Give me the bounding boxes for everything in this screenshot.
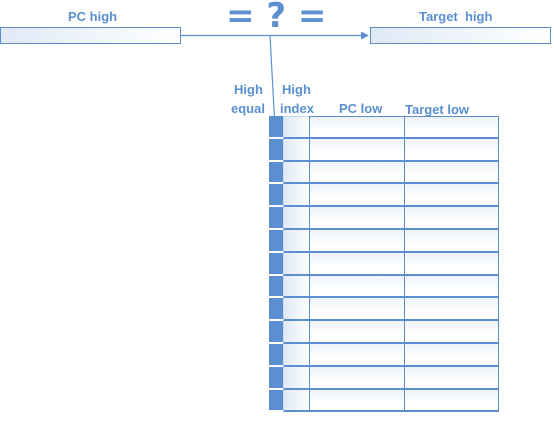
pc-low-cell: [309, 389, 404, 413]
header-high-equal-line2: equal: [231, 101, 265, 116]
table-row: [269, 343, 499, 367]
pc-low-cell: [309, 366, 404, 390]
pc-low-cell: [309, 184, 404, 208]
pc-low-cell: [309, 252, 404, 276]
target-low-cell: [404, 184, 499, 208]
high-equal-cell: [269, 252, 283, 276]
high-equal-cell: [269, 343, 283, 367]
table-row: [269, 229, 499, 253]
high-equal-cell: [269, 366, 283, 390]
target-low-cell: [404, 229, 499, 253]
target-high-label: Target high: [419, 9, 493, 24]
pc-low-cell: [309, 343, 404, 367]
high-index-cell: [283, 161, 309, 185]
target-low-cell: [404, 116, 499, 139]
target-low-cell: [404, 321, 499, 344]
header-target-low: Target low: [405, 102, 470, 117]
target-low-cell: [404, 389, 499, 413]
target-low-cell: [404, 161, 499, 185]
target-low-cell: [404, 366, 499, 390]
pc-low-cell: [309, 275, 404, 299]
header-pc-low: PC low: [339, 101, 383, 116]
high-equal-cell: [269, 184, 283, 208]
table-row: [269, 161, 499, 185]
high-equal-cell: [269, 389, 283, 413]
pc-low-cell: [309, 321, 404, 344]
high-equal-cell: [269, 138, 283, 162]
high-index-cell: [283, 184, 309, 208]
high-index-cell: [283, 389, 309, 413]
table-row: [269, 389, 499, 413]
table-row: [269, 321, 499, 344]
lookup-table: [269, 116, 499, 413]
high-index-cell: [283, 207, 309, 230]
header-high-index-line1: High: [282, 82, 311, 97]
table-row: [269, 207, 499, 230]
pc-low-cell: [309, 298, 404, 322]
target-low-cell: [404, 252, 499, 276]
target-low-cell: [404, 138, 499, 162]
pc-low-cell: [309, 116, 404, 139]
pc-high-label: PC high: [68, 9, 118, 24]
arrow-compare-to-table: [269, 35, 279, 129]
table-row: [269, 275, 499, 299]
high-equal-cell: [269, 321, 283, 344]
high-equal-cell: [269, 161, 283, 185]
target-low-cell: [404, 298, 499, 322]
high-index-cell: [283, 116, 309, 139]
high-index-cell: [283, 138, 309, 162]
table-row: [269, 366, 499, 390]
high-index-cell: [283, 366, 309, 390]
high-equal-cell: [269, 116, 283, 139]
high-index-cell: [283, 321, 309, 344]
pc-high-register: [0, 27, 181, 44]
comparator-symbol: = ? =: [226, 0, 327, 36]
pc-low-cell: [309, 207, 404, 230]
high-index-cell: [283, 275, 309, 299]
high-equal-cell: [269, 298, 283, 322]
target-high-register: [370, 27, 551, 44]
high-index-cell: [283, 343, 309, 367]
pc-low-cell: [309, 161, 404, 185]
high-equal-cell: [269, 229, 283, 253]
target-low-cell: [404, 275, 499, 299]
high-index-cell: [283, 252, 309, 276]
high-equal-cell: [269, 207, 283, 230]
header-high-equal-line1: High: [234, 82, 263, 97]
table-row: [269, 138, 499, 162]
table-row: [269, 116, 499, 139]
high-index-cell: [283, 298, 309, 322]
table-row: [269, 184, 499, 208]
target-low-cell: [404, 207, 499, 230]
target-low-cell: [404, 343, 499, 367]
pc-low-cell: [309, 229, 404, 253]
high-index-cell: [283, 229, 309, 253]
pc-low-cell: [309, 138, 404, 162]
header-high-index-line2: index: [280, 101, 314, 116]
high-equal-cell: [269, 275, 283, 299]
table-row: [269, 252, 499, 276]
table-row: [269, 298, 499, 322]
